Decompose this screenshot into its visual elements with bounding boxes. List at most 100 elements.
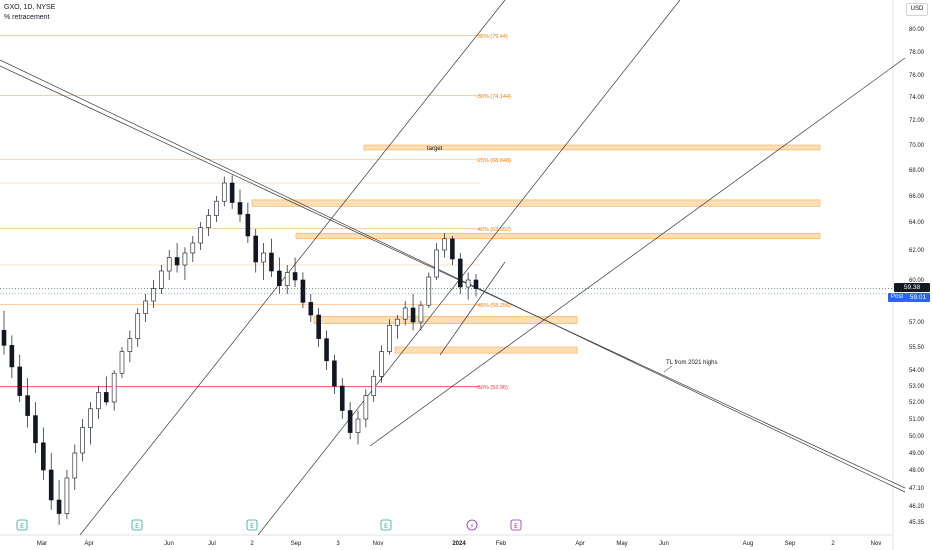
candle-body <box>465 279 471 288</box>
y-tick-label: 72.00 <box>909 118 925 124</box>
earnings-icon <box>510 519 522 531</box>
candle-body <box>72 452 78 479</box>
event-marker-label: E <box>135 523 139 530</box>
y-tick-label: 66.00 <box>909 194 925 200</box>
post-badge: Post <box>888 293 906 302</box>
x-tick-label: Apr <box>575 541 584 547</box>
candle-body <box>33 415 38 444</box>
x-tick-label: May <box>616 541 627 547</box>
y-tick-label: 76.00 <box>909 73 925 79</box>
trendline <box>439 261 506 356</box>
candle-body <box>48 469 54 501</box>
candle-body <box>119 351 125 374</box>
trendline <box>0 65 906 489</box>
earnings-icon <box>246 519 258 531</box>
candle-body <box>363 395 369 420</box>
y-tick-label: 48.00 <box>909 468 925 474</box>
candle-body <box>332 360 337 387</box>
currency-button[interactable]: USD <box>906 3 928 16</box>
x-tick-label: Apr <box>84 541 93 547</box>
candle-body <box>410 307 416 323</box>
event-marker-label: E <box>384 523 388 530</box>
earnings-icon <box>380 519 392 531</box>
y-tick-label: 74.00 <box>909 95 925 101</box>
y-tick-label: 64.00 <box>909 220 925 226</box>
candle-body <box>457 258 463 288</box>
candle-body <box>426 276 432 306</box>
event-marker-label: E <box>514 523 518 530</box>
chart-header: GXO, 1D, NYSE % retracement <box>4 3 55 23</box>
candle-body <box>418 304 424 323</box>
trendline <box>369 57 906 447</box>
fib-label: -50% (52.96) <box>476 385 508 391</box>
candle-body <box>347 410 353 433</box>
y-tick-label: 45.35 <box>909 520 925 526</box>
zone-box <box>251 199 821 207</box>
candle-body <box>135 313 141 339</box>
zone-box <box>363 144 821 151</box>
candle-body <box>387 325 392 352</box>
y-tick-label: 80.00 <box>909 27 925 33</box>
candle-body <box>96 392 101 410</box>
candle-body <box>127 338 133 352</box>
candle-body <box>111 372 117 403</box>
candle-body <box>103 392 109 403</box>
candle-body <box>379 351 384 377</box>
candle-body <box>182 252 188 266</box>
x-tick-label: Sep <box>785 541 796 547</box>
candle-body <box>9 345 15 368</box>
x-tick-label: Sep <box>291 541 302 547</box>
lightning-icon <box>466 519 478 531</box>
candle-body <box>221 182 227 202</box>
y-tick-label: 62.00 <box>909 248 925 254</box>
candle-body <box>143 300 148 314</box>
candle-body <box>64 477 70 514</box>
x-tick-label: Mar <box>37 541 47 547</box>
candle-body <box>269 252 274 272</box>
annotation-arrow <box>663 365 673 373</box>
candle-body <box>80 427 85 454</box>
candle-body <box>159 270 164 289</box>
x-tick-label: 2 <box>831 541 835 547</box>
y-tick-label: 78.00 <box>909 50 925 56</box>
y-tick-label: 57.00 <box>909 320 925 326</box>
fib-label: -40% (63.552) <box>476 227 511 233</box>
candle-body <box>198 227 203 244</box>
event-marker-label: E <box>20 523 24 530</box>
y-tick-label: 47.10 <box>909 486 925 492</box>
earnings-icon <box>131 519 143 531</box>
candle-body <box>237 202 243 215</box>
indicator-title[interactable]: % retracement <box>4 14 50 21</box>
x-tick-label: Feb <box>496 541 507 547</box>
x-tick-label: 2 <box>250 541 254 547</box>
candle-body <box>88 408 93 428</box>
candle-body <box>1 330 7 346</box>
trendline <box>0 59 906 493</box>
candle-body <box>324 338 329 362</box>
trendline <box>79 0 506 536</box>
post-price-label: 59.01 <box>906 293 930 302</box>
candle-body <box>402 307 408 320</box>
earnings-icon <box>16 519 28 531</box>
candle-body <box>174 257 180 266</box>
x-tick-label: 3 <box>336 541 340 547</box>
x-tick-label: Jun <box>164 541 174 547</box>
fib-label: -25% (68.848) <box>476 158 511 164</box>
symbol-title[interactable]: GXO, 1D, NYSE <box>4 4 56 11</box>
x-tick-label: Jul <box>208 541 216 547</box>
fib-label: -35% (79.44) <box>476 34 508 40</box>
candle-body <box>253 235 259 263</box>
zone-label: target <box>427 146 443 152</box>
zone-box <box>394 346 578 354</box>
y-tick-label: 46.20 <box>909 504 925 510</box>
candle-body <box>41 442 46 471</box>
candle-body <box>229 182 235 203</box>
candle-body <box>56 499 62 514</box>
candle-body <box>245 213 251 237</box>
candle-body <box>473 279 479 289</box>
y-tick-label: 53.00 <box>909 384 925 390</box>
zone-box <box>313 316 578 324</box>
candle-body <box>206 215 211 228</box>
